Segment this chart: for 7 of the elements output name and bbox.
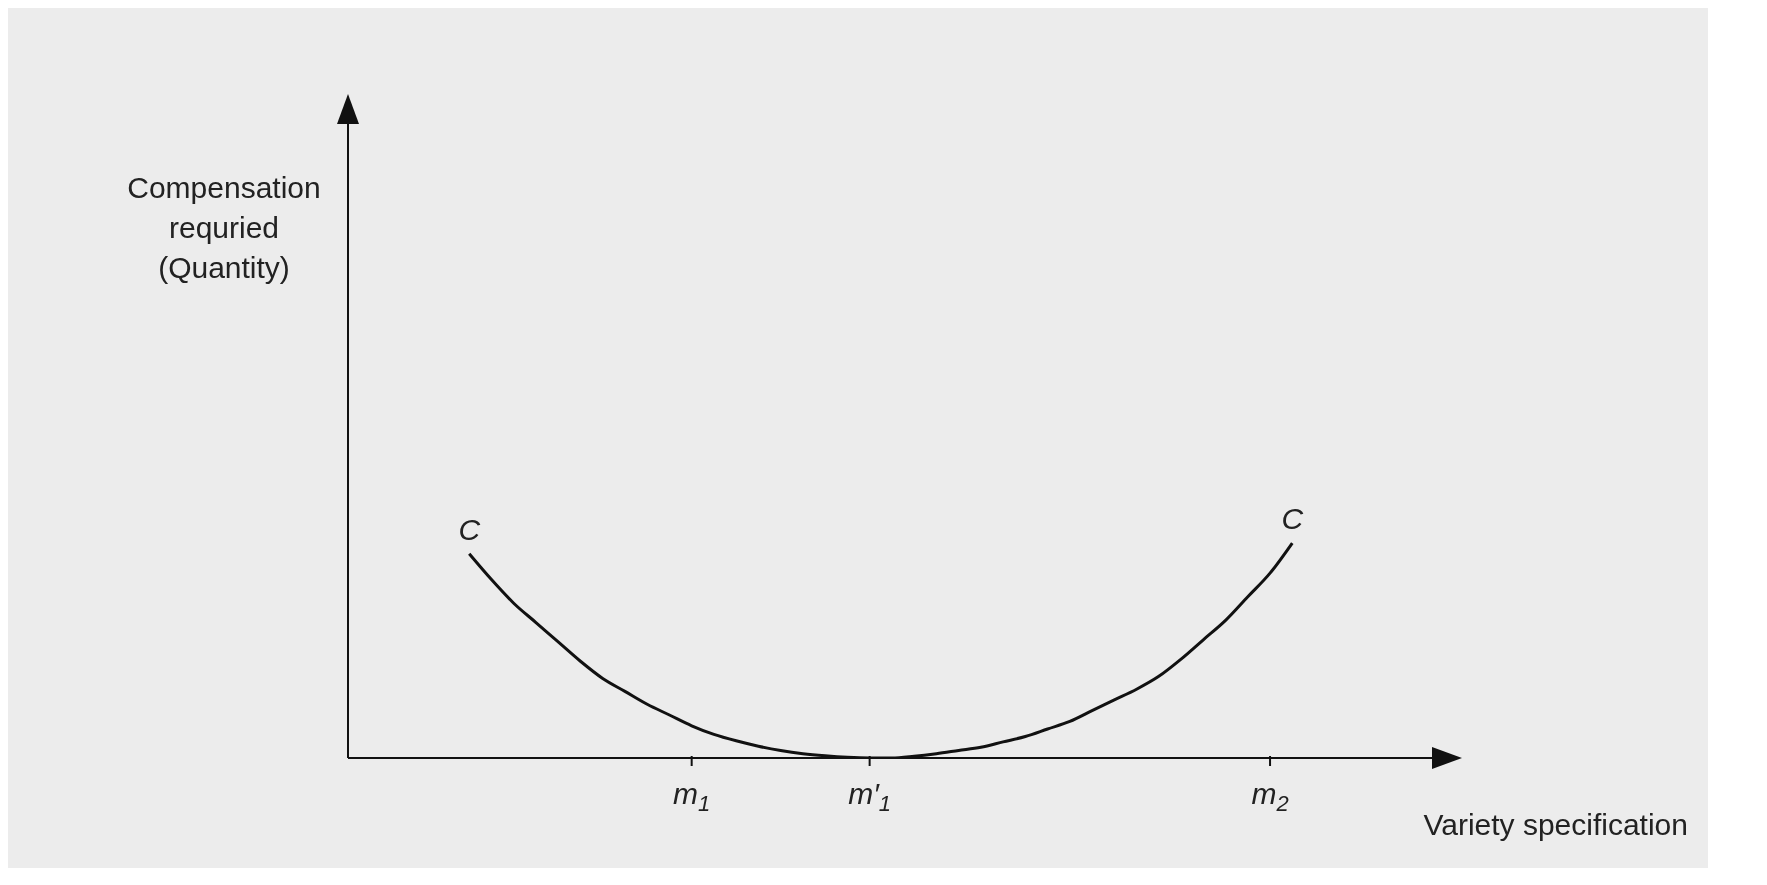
annotation: C [458, 512, 481, 546]
text: C [1281, 502, 1304, 536]
text: Compensation requried (Quantity) [126, 170, 322, 286]
x-tick-label: m$_{1}$ [673, 777, 711, 816]
x-tick-label: m$_{2}$ [1251, 777, 1289, 816]
x-tick-label: m′$_{1}$ [848, 777, 892, 816]
x-axis-title: Variety specification [1423, 808, 1688, 842]
